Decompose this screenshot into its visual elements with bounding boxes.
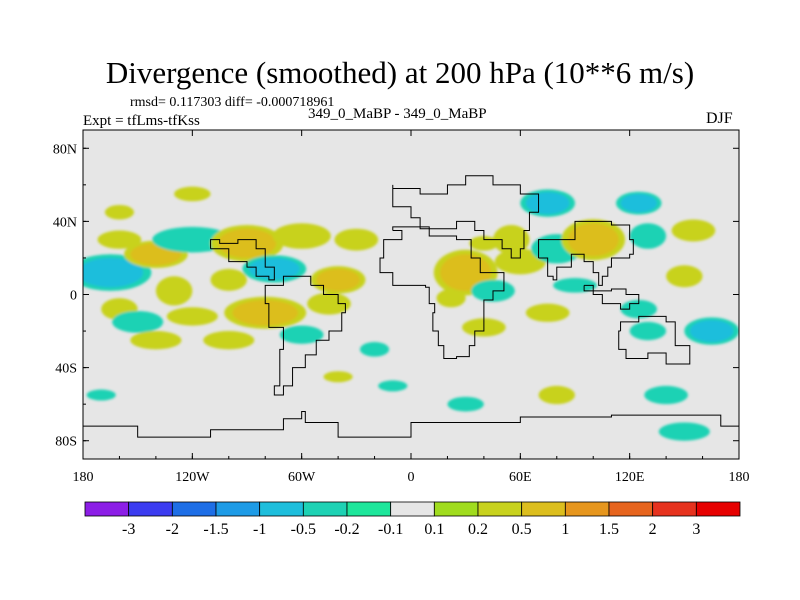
field-patch	[217, 228, 277, 258]
coastline	[210, 239, 275, 281]
coastline	[618, 315, 691, 365]
colorbar-label: -0.1	[378, 521, 403, 538]
colorbar-label: 0.1	[424, 521, 444, 538]
field-patch	[658, 422, 710, 441]
field-patch	[629, 223, 667, 249]
divergence-field	[83, 186, 739, 441]
x-tick-label: 120E	[615, 470, 645, 485]
field-patch	[494, 248, 546, 275]
colorbar-label: 2	[649, 521, 657, 538]
field-patch	[130, 331, 182, 350]
runs-label: 349_0_MaBP - 349_0_MaBP	[308, 106, 487, 122]
field-patch	[323, 371, 353, 383]
colorbar-label: -3	[122, 521, 135, 538]
colorbar-swatch	[84, 501, 130, 517]
field-patch	[538, 385, 575, 405]
field-patch	[86, 389, 116, 401]
field-patch	[97, 230, 142, 249]
colorbar-label: 0.5	[512, 521, 532, 538]
field-patch	[232, 299, 299, 326]
colorbar-swatch	[259, 501, 304, 517]
colorbar-label: 3	[692, 521, 700, 538]
colorbar-swatch	[390, 501, 435, 517]
field-patch	[104, 204, 135, 220]
x-axis: 180 120W 60W 0 60E 120E 180	[73, 130, 750, 485]
colorbar-swatch	[477, 501, 523, 517]
x-tick-label: 180	[73, 470, 94, 485]
field-patch	[689, 320, 734, 343]
experiment-label: Expt = tfLms-tfKss	[83, 113, 200, 129]
coastline	[583, 284, 640, 310]
x-tick-label: 60E	[509, 470, 532, 485]
colorbar-label: 1.5	[599, 521, 619, 538]
field-patch	[644, 385, 688, 405]
chart-title: Divergence (smoothed) at 200 hPa (10**6 …	[105, 55, 695, 90]
field-patch	[629, 321, 667, 341]
colorbar-swatch	[521, 501, 566, 517]
colorbar-label: 1	[561, 521, 569, 538]
colorbar-swatch	[302, 501, 348, 517]
field-patch	[378, 380, 408, 392]
coastline	[379, 226, 505, 359]
colorbar-label: -2	[166, 521, 179, 538]
stats-subtitle: rmsd= 0.117303 diff= -0.000718961	[130, 95, 335, 110]
field-patch	[334, 228, 379, 251]
field-patch	[174, 186, 211, 202]
y-tick-label: 40S	[55, 362, 77, 377]
colorbar-swatch	[215, 501, 261, 517]
field-patch	[671, 219, 716, 242]
field-patch	[567, 223, 619, 257]
field-patch	[83, 257, 144, 288]
field-patch	[112, 310, 164, 333]
y-tick-label: 0	[70, 289, 77, 304]
colorbar-swatch	[128, 501, 173, 517]
field-patch	[166, 307, 218, 326]
x-tick-label: 60W	[288, 470, 316, 485]
season-label: DJF	[706, 110, 733, 127]
coastline	[538, 220, 634, 286]
y-tick-label: 80N	[53, 142, 77, 157]
colorbar-label: -0.5	[291, 521, 316, 538]
field-patch	[272, 223, 331, 249]
field-patch	[210, 268, 247, 291]
colorbar-swatch	[433, 501, 479, 517]
colorbar: -3 -2 -1.5 -1 -0.5 -0.2 -0.1 0.1 0.2 0.5 1 1.5 2 3	[84, 501, 741, 538]
x-tick-label: 120W	[175, 470, 210, 485]
field-patch	[447, 396, 484, 412]
x-tick-label: 0	[408, 470, 415, 485]
field-patch	[666, 265, 703, 288]
field-patch	[525, 192, 570, 215]
coastline	[392, 175, 540, 259]
colorbar-swatch	[652, 501, 697, 517]
x-tick-label: 180	[729, 470, 750, 485]
colorbar-label: -1.5	[203, 521, 228, 538]
field-patch	[279, 325, 324, 344]
colorbar-label: 0.2	[468, 521, 488, 538]
field-patch	[553, 278, 597, 293]
coastlines	[83, 175, 739, 438]
field-patch	[440, 254, 492, 291]
colorbar-swatch	[695, 501, 741, 517]
colorbar-swatch	[346, 501, 392, 517]
field-patch	[359, 342, 390, 357]
y-axis: 80N 40N 0 40S 80S	[53, 142, 739, 450]
field-patch	[307, 292, 351, 315]
colorbar-swatch	[608, 501, 654, 517]
colorbar-swatch	[171, 501, 217, 517]
field-patch	[316, 268, 360, 291]
field-patch	[525, 303, 570, 322]
coastline	[83, 410, 739, 438]
colorbar-label: -0.2	[334, 521, 359, 538]
field-patch	[436, 289, 466, 308]
y-tick-label: 80S	[55, 435, 77, 450]
colorbar-label: -1	[253, 521, 266, 538]
field-patch	[620, 193, 657, 213]
y-tick-label: 40N	[53, 215, 77, 230]
colorbar-swatch	[564, 501, 610, 517]
field-patch	[155, 276, 193, 306]
coastline	[264, 275, 346, 396]
field-patch	[203, 331, 255, 350]
